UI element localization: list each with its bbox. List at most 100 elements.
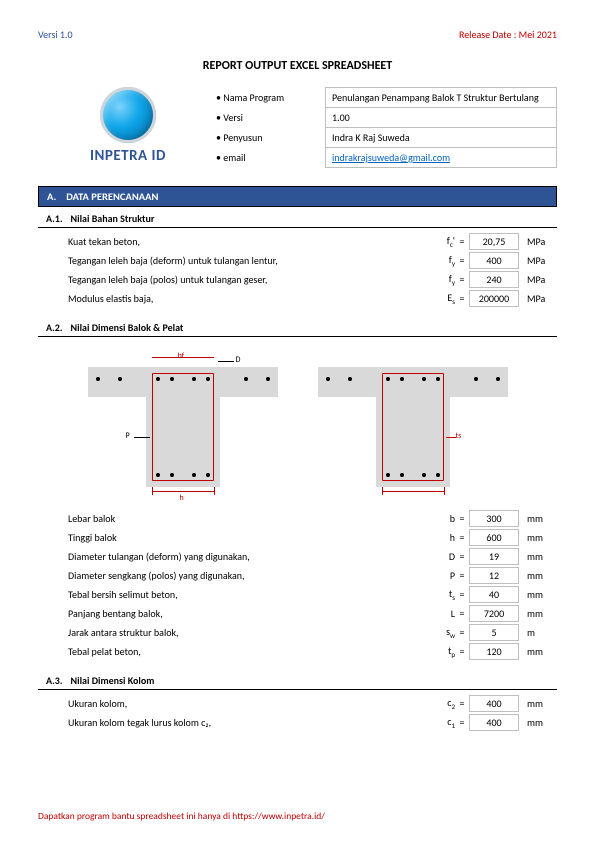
tbeam-left: bf D P h <box>88 349 278 499</box>
info-label: • Penyusun <box>210 128 326 148</box>
version-text: Versi 1.0 <box>38 28 73 41</box>
data-symbol: fy <box>419 253 455 268</box>
data-row: Lebar balokb=300mm <box>38 509 557 528</box>
data-row: Kuat tekan beton,fc'=20,75MPa <box>38 232 557 251</box>
data-value: 120 <box>469 643 519 660</box>
data-label: Jarak antara struktur balok, <box>38 626 419 639</box>
data-value: 5 <box>469 624 519 641</box>
data-value: 300 <box>469 510 519 527</box>
dim-D: D <box>236 355 241 365</box>
data-symbol: sw <box>419 625 455 640</box>
data-row: Tegangan leleh baja (deform) untuk tulan… <box>38 251 557 270</box>
data-value: 19 <box>469 548 519 565</box>
data-value: 20,75 <box>469 233 519 250</box>
info-label: • Nama Program <box>210 88 326 108</box>
data-symbol: D <box>419 550 455 563</box>
data-row: Panjang bentang balok,L=7200mm <box>38 604 557 623</box>
equals-sign: = <box>455 273 469 286</box>
data-unit: mm <box>519 512 557 525</box>
data-row: Tinggi balokh=600mm <box>38 528 557 547</box>
data-symbol: tp <box>419 644 455 659</box>
data-value: 7200 <box>469 605 519 622</box>
info-table: • Nama ProgramPenulangan Penampang Balok… <box>210 87 557 168</box>
equals-sign: = <box>455 254 469 267</box>
a2-header: A.2. Nilai Dimensi Balok & Pelat <box>38 318 557 337</box>
dim-bf: bf <box>178 351 185 361</box>
data-label: Lebar balok <box>38 512 419 525</box>
report-title: REPORT OUTPUT EXCEL SPREADSHEET <box>38 59 557 73</box>
data-symbol: L <box>419 607 455 620</box>
data-value: 240 <box>469 271 519 288</box>
data-label: Panjang bentang balok, <box>38 607 419 620</box>
data-value: 40 <box>469 586 519 603</box>
page-header: Versi 1.0 Release Date : Mei 2021 <box>38 28 557 41</box>
data-row: Tebal bersih selimut beton,ts=40mm <box>38 585 557 604</box>
a3-rows: Ukuran kolom,c2=400mmUkuran kolom tegak … <box>38 690 557 740</box>
dim-P: P <box>126 431 130 441</box>
data-unit: mm <box>519 645 557 658</box>
data-row: Ukuran kolom,c2=400mm <box>38 694 557 713</box>
logo-area: INPETRA ID <box>58 87 198 165</box>
info-value: Penulangan Penampang Balok T Struktur Be… <box>326 88 557 108</box>
data-symbol: fc' <box>419 234 455 249</box>
a2-rows: Lebar balokb=300mmTinggi balokh=600mmDia… <box>38 505 557 669</box>
data-label: Tegangan leleh baja (polos) untuk tulang… <box>38 273 419 286</box>
data-value: 600 <box>469 529 519 546</box>
dim-h: h <box>180 493 184 503</box>
data-unit: mm <box>519 569 557 582</box>
sub-num: A.3. <box>46 674 63 687</box>
release-text: Release Date : Mei 2021 <box>459 28 557 41</box>
a1-header: A.1. Nilai Bahan Struktur <box>38 209 557 228</box>
sub-title: Nilai Dimensi Kolom <box>71 674 155 687</box>
data-label: Diameter sengkang (polos) yang digunakan… <box>38 569 419 582</box>
equals-sign: = <box>455 531 469 544</box>
info-value[interactable]: indrakrajsuweda@gmail.com <box>326 148 557 168</box>
data-symbol: P <box>419 569 455 582</box>
info-block: INPETRA ID • Nama ProgramPenulangan Pena… <box>38 87 557 168</box>
data-value: 12 <box>469 567 519 584</box>
data-label: Tebal bersih selimut beton, <box>38 588 419 601</box>
equals-sign: = <box>455 626 469 639</box>
data-row: Diameter tulangan (deform) yang digunaka… <box>38 547 557 566</box>
data-row: Ukuran kolom tegak lurus kolom c₂,c1=400… <box>38 713 557 732</box>
equals-sign: = <box>455 607 469 620</box>
sub-num: A.2. <box>46 321 63 334</box>
equals-sign: = <box>455 550 469 563</box>
data-row: Diameter sengkang (polos) yang digunakan… <box>38 566 557 585</box>
data-row: Modulus elastis baja,Es=200000MPa <box>38 289 557 308</box>
footer-text: Dapatkan program bantu spreadsheet ini h… <box>38 810 557 822</box>
info-label: • email <box>210 148 326 168</box>
email-link[interactable]: indrakrajsuweda@gmail.com <box>332 151 450 164</box>
data-unit: MPa <box>519 254 557 267</box>
logo-icon <box>100 87 156 143</box>
sub-title: Nilai Dimensi Balok & Pelat <box>71 321 184 334</box>
section-title: DATA PERENCANAAN <box>66 190 158 203</box>
data-unit: MPa <box>519 292 557 305</box>
data-symbol: c1 <box>419 715 455 730</box>
data-row: Tegangan leleh baja (polos) untuk tulang… <box>38 270 557 289</box>
data-unit: MPa <box>519 273 557 286</box>
beam-diagram-area: bf D P h ts <box>38 337 557 505</box>
equals-sign: = <box>455 716 469 729</box>
data-symbol: Es <box>419 291 455 306</box>
data-symbol: ts <box>419 587 455 602</box>
equals-sign: = <box>455 235 469 248</box>
info-value: Indra K Raj Suweda <box>326 128 557 148</box>
data-unit: mm <box>519 531 557 544</box>
data-symbol: b <box>419 512 455 525</box>
equals-sign: = <box>455 645 469 658</box>
data-unit: mm <box>519 588 557 601</box>
info-label: • Versi <box>210 108 326 128</box>
logo-text: INPETRA ID <box>58 147 198 165</box>
equals-sign: = <box>455 697 469 710</box>
section-num: A. <box>47 190 56 203</box>
data-value: 200000 <box>469 290 519 307</box>
data-label: Ukuran kolom, <box>38 697 419 710</box>
a1-rows: Kuat tekan beton,fc'=20,75MPa Tegangan le… <box>38 228 557 316</box>
data-symbol: c2 <box>419 696 455 711</box>
data-value: 400 <box>469 714 519 731</box>
equals-sign: = <box>455 292 469 305</box>
data-label: Tegangan leleh baja (deform) untuk tulan… <box>38 254 419 267</box>
data-row: Tebal pelat beton,tp=120mm <box>38 642 557 661</box>
data-unit: mm <box>519 550 557 563</box>
